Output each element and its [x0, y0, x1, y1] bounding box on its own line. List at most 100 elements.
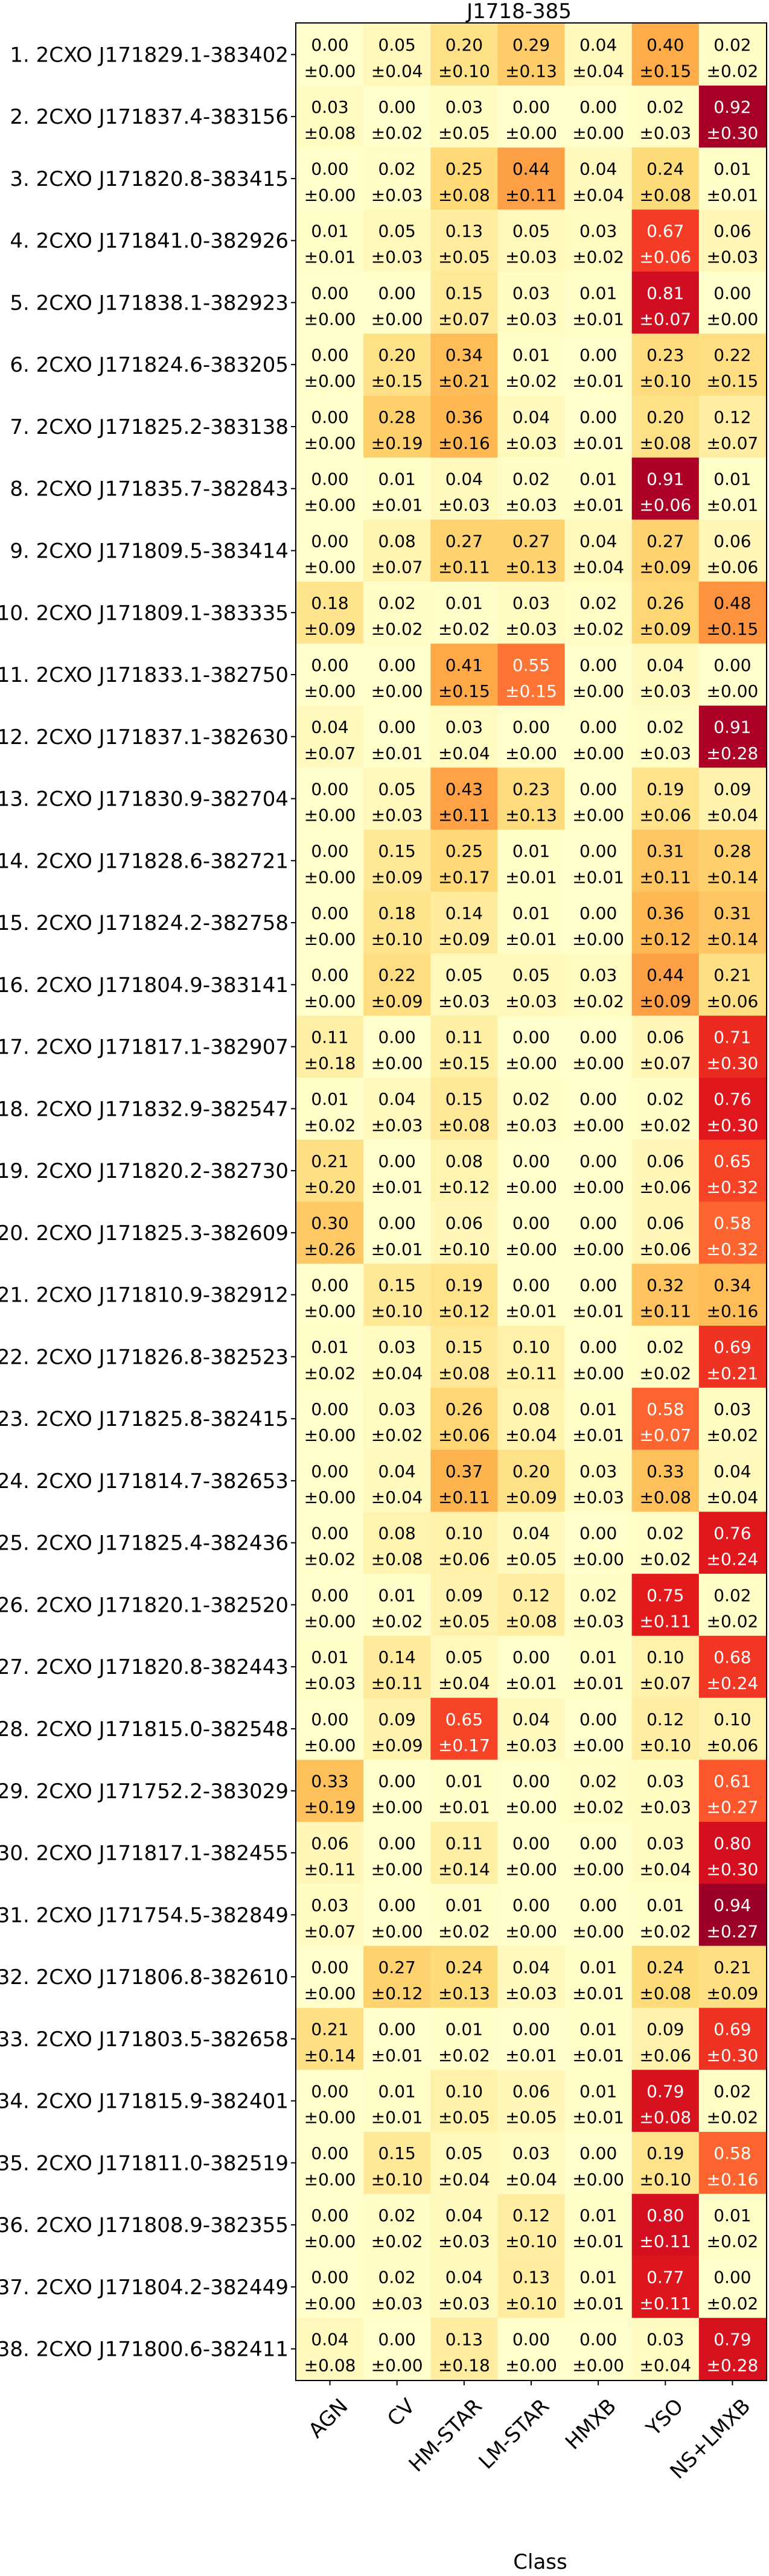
- heatmap-cell: [497, 643, 566, 706]
- cell-value-label: 0.31: [646, 841, 684, 861]
- cell-error-label: ±0.00: [572, 681, 624, 701]
- heatmap-cell: [296, 1760, 364, 1822]
- cell-error-label: ±0.00: [572, 1363, 624, 1383]
- cell-error-label: ±0.09: [371, 867, 423, 887]
- cell-value-label: 0.02: [512, 1089, 550, 1109]
- cell-value-label: 0.02: [378, 159, 416, 179]
- heatmap-cell: [698, 829, 767, 892]
- cell-error-label: ±0.26: [304, 1239, 356, 1259]
- cell-value-label: 0.00: [378, 1027, 416, 1047]
- cell-error-label: ±0.30: [707, 1860, 759, 1880]
- heatmap-cell: [430, 272, 499, 334]
- row-label: 23. 2CXO J171825.8-382415: [0, 1407, 289, 1431]
- cell-error-label: ±0.02: [572, 247, 624, 267]
- cell-value-label: 0.00: [311, 1399, 348, 1419]
- cell-value-label: 0.05: [445, 1647, 483, 1667]
- cell-value-label: 0.00: [311, 159, 348, 179]
- cell-value-label: 0.06: [311, 1833, 348, 1853]
- cell-error-label: ±0.00: [304, 371, 356, 391]
- cell-value-label: 0.13: [445, 221, 483, 241]
- cell-value-label: 0.00: [311, 1957, 348, 1977]
- heatmap-cell: [631, 768, 700, 830]
- heatmap-cell: [564, 2131, 633, 2195]
- heatmap-cell: [497, 85, 566, 148]
- cell-value-label: 0.00: [512, 1151, 550, 1171]
- cell-error-label: ±0.02: [371, 2231, 423, 2251]
- heatmap-cell: [363, 147, 431, 210]
- cell-error-label: ±0.03: [438, 495, 490, 515]
- heatmap-cell: [698, 209, 767, 272]
- cell-error-label: ±0.00: [304, 1735, 356, 1755]
- cell-value-label: 0.01: [378, 469, 416, 489]
- heatmap-cell: [698, 2256, 767, 2318]
- heatmap-cell: [564, 2193, 633, 2257]
- heatmap-cell: [497, 395, 566, 458]
- cell-error-label: ±0.03: [639, 123, 691, 143]
- cell-error-label: ±0.15: [371, 371, 423, 391]
- cell-value-label: 0.02: [378, 2206, 416, 2225]
- cell-value-label: 0.69: [713, 1337, 751, 1357]
- cell-value-label: 0.01: [445, 593, 483, 613]
- heatmap-cell: [698, 1574, 767, 1636]
- cell-error-label: ±0.02: [707, 2108, 759, 2128]
- cell-value-label: 0.00: [579, 1027, 617, 1047]
- cell-value-label: 0.03: [646, 1833, 684, 1853]
- cell-value-label: 0.04: [512, 407, 550, 427]
- heatmap-cell: [564, 1635, 633, 1699]
- cell-value-label: 0.00: [512, 717, 550, 737]
- cell-error-label: ±0.14: [304, 2046, 356, 2066]
- heatmap-cell: [631, 333, 700, 396]
- heatmap-cell: [631, 2131, 700, 2195]
- cell-value-label: 0.04: [311, 717, 348, 737]
- heatmap-cell: [363, 705, 431, 768]
- heatmap-cell: [631, 457, 700, 520]
- cell-error-label: ±0.00: [371, 1054, 423, 1073]
- heatmap-cell: [564, 829, 633, 892]
- cell-error-label: ±0.13: [438, 1983, 490, 2003]
- cell-value-label: 0.00: [579, 1151, 617, 1171]
- heatmap-cell: [564, 2070, 633, 2132]
- cell-error-label: ±0.30: [707, 1054, 759, 1073]
- heatmap-cell: [363, 1697, 431, 1760]
- cell-error-label: ±0.00: [304, 495, 356, 515]
- cell-value-label: 0.00: [311, 965, 348, 985]
- cell-value-label: 0.00: [579, 1833, 617, 1853]
- cell-value-label: 0.01: [713, 469, 751, 489]
- cell-value-label: 0.03: [646, 1772, 684, 1792]
- cell-error-label: ±0.03: [371, 2294, 423, 2314]
- cell-error-label: ±0.30: [707, 2046, 759, 2066]
- cell-value-label: 0.06: [445, 1213, 483, 1233]
- heatmap-cell: [296, 1326, 364, 1388]
- row-label: 33. 2CXO J171803.5-382658: [0, 2027, 289, 2052]
- cell-value-label: 0.43: [445, 779, 483, 799]
- cell-error-label: ±0.10: [505, 2294, 557, 2314]
- cell-value-label: 0.23: [512, 779, 550, 799]
- heatmap-cell: [698, 2193, 767, 2257]
- cell-error-label: ±0.00: [707, 309, 759, 329]
- cell-error-label: ±0.05: [438, 247, 490, 267]
- column-label: LM-STAR: [474, 2394, 554, 2474]
- cell-value-label: 0.02: [646, 1337, 684, 1357]
- cell-error-label: ±0.15: [707, 619, 759, 639]
- heatmap-cell: [631, 1016, 700, 1078]
- cell-value-label: 0.00: [311, 1709, 348, 1729]
- heatmap-cell: [363, 1512, 431, 1574]
- cell-error-label: ±0.00: [572, 806, 624, 825]
- cell-error-label: ±0.02: [371, 619, 423, 639]
- cell-error-label: ±0.00: [572, 123, 624, 143]
- cell-error-label: ±0.05: [505, 1550, 557, 1569]
- heatmap-cell: [430, 1697, 499, 1760]
- heatmap-cell: [698, 1387, 767, 1451]
- cell-value-label: 0.00: [311, 345, 348, 365]
- cell-value-label: 0.25: [445, 841, 483, 861]
- cell-error-label: ±0.16: [707, 1302, 759, 1321]
- row-label: 24. 2CXO J171814.7-382653: [0, 1469, 289, 1493]
- heatmap-cell: [363, 768, 431, 830]
- cell-value-label: 0.58: [646, 1399, 684, 1419]
- heatmap-cell: [296, 2131, 364, 2195]
- heatmap-cell: [296, 457, 364, 520]
- cell-value-label: 0.36: [646, 903, 684, 923]
- heatmap-cell: [296, 829, 364, 892]
- cell-value-label: 0.02: [579, 1772, 617, 1792]
